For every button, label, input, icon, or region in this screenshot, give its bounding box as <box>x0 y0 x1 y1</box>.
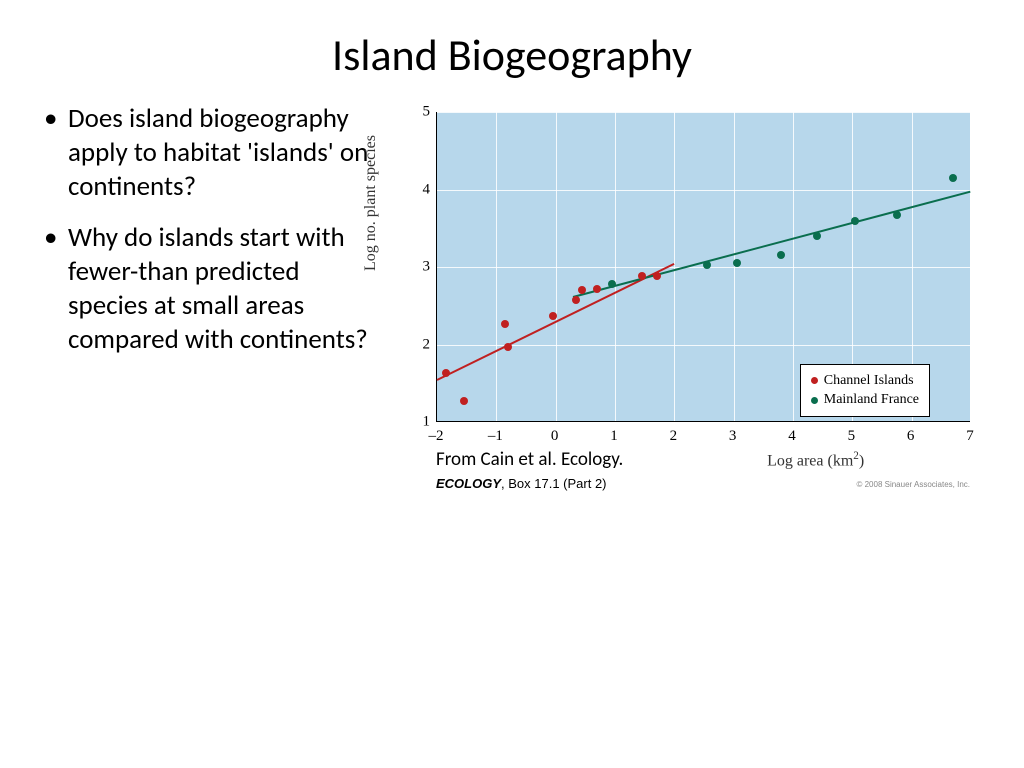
data-point <box>442 369 450 377</box>
data-point <box>893 211 901 219</box>
data-point <box>813 232 821 240</box>
y-tick-label: 3 <box>390 259 430 276</box>
bullet-list: Does island biogeography apply to habita… <box>40 102 380 512</box>
y-tick-label: 1 <box>390 414 430 431</box>
x-tick-label: 6 <box>907 428 915 445</box>
data-point <box>851 217 859 225</box>
x-tick-label: 7 <box>966 428 974 445</box>
x-tick-label: 4 <box>788 428 796 445</box>
data-point <box>608 280 616 288</box>
legend-label: Channel Islands <box>824 371 914 391</box>
slide-title: Island Biogeography <box>0 0 1024 102</box>
data-point <box>638 272 646 280</box>
species-area-chart: Log no. plant species Log area (km2) Fro… <box>380 102 980 512</box>
data-point <box>777 251 785 259</box>
data-point <box>504 343 512 351</box>
legend-item: Channel Islands <box>811 371 919 391</box>
data-point <box>703 261 711 269</box>
data-point <box>578 286 586 294</box>
content-row: Does island biogeography apply to habita… <box>0 102 1024 512</box>
data-point <box>653 272 661 280</box>
y-tick-label: 4 <box>390 181 430 198</box>
source-reference: ECOLOGY, Box 17.1 (Part 2) <box>436 476 607 491</box>
grid-line-vertical <box>971 112 972 421</box>
data-point <box>501 320 509 328</box>
legend-label: Mainland France <box>824 390 919 410</box>
chart-caption: From Cain et al. Ecology. <box>436 448 623 471</box>
legend-marker-icon <box>811 377 818 384</box>
data-point <box>572 296 580 304</box>
x-tick-label: 5 <box>848 428 856 445</box>
x-tick-label: 1 <box>610 428 618 445</box>
bullet-item: Does island biogeography apply to habita… <box>40 102 370 203</box>
legend-item: Mainland France <box>811 390 919 410</box>
x-tick-label: 2 <box>670 428 678 445</box>
grid-line-horizontal <box>437 345 970 346</box>
x-tick-label: –2 <box>429 428 444 445</box>
data-point <box>549 312 557 320</box>
y-tick-label: 2 <box>390 336 430 353</box>
legend-marker-icon <box>811 397 818 404</box>
grid-line-horizontal <box>437 190 970 191</box>
x-tick-label: 0 <box>551 428 559 445</box>
x-tick-label: 3 <box>729 428 737 445</box>
copyright-text: © 2008 Sinauer Associates, Inc. <box>856 480 970 489</box>
grid-line-horizontal <box>437 112 970 113</box>
data-point <box>593 285 601 293</box>
x-axis-label: Log area (km2) <box>767 450 864 470</box>
data-point <box>460 397 468 405</box>
x-tick-label: –1 <box>488 428 503 445</box>
chart-legend: Channel IslandsMainland France <box>800 364 930 417</box>
data-point <box>949 174 957 182</box>
y-axis-label: Log no. plant species <box>362 135 380 271</box>
bullet-item: Why do islands start with fewer-than pre… <box>40 221 370 356</box>
y-tick-label: 5 <box>390 104 430 121</box>
data-point <box>733 259 741 267</box>
chart-column: Log no. plant species Log area (km2) Fro… <box>380 102 984 512</box>
